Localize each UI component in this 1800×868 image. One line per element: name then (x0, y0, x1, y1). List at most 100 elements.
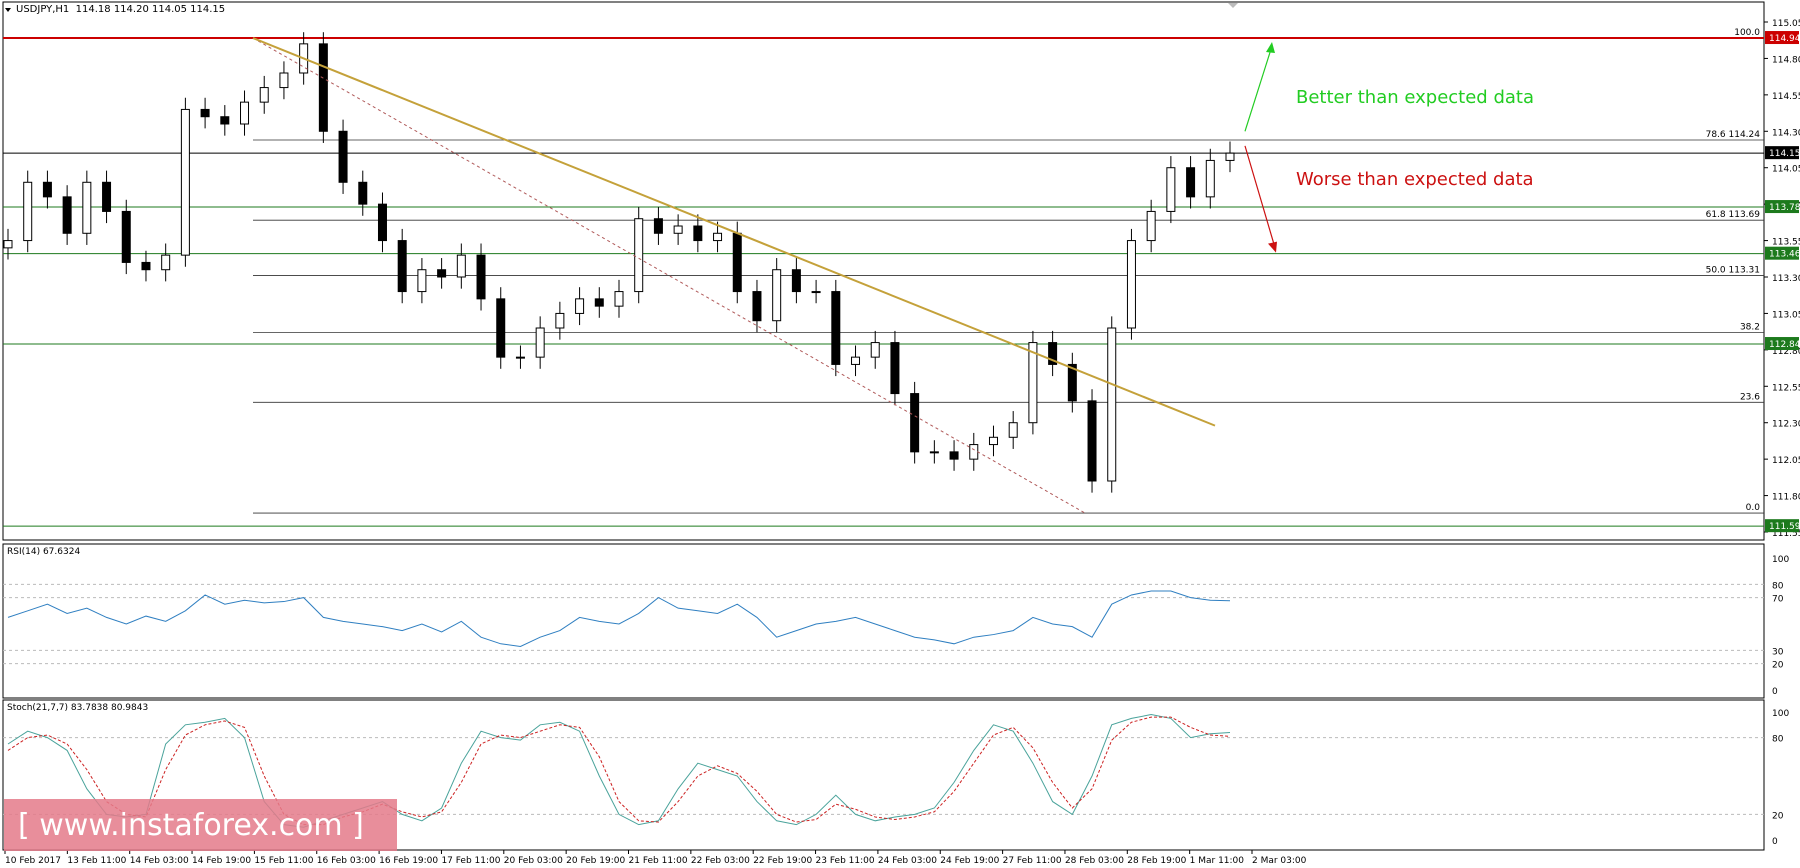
candle-body (614, 291, 624, 307)
candle-body (279, 72, 289, 89)
candle-body (910, 393, 920, 453)
price-tick-label: 115.05 (1772, 19, 1800, 29)
rsi-tick-label: 100 (1772, 555, 1789, 565)
candle-body (791, 269, 801, 293)
fib-level-label: 100.0 (1734, 28, 1760, 38)
price-tick-label: 112.30 (1772, 420, 1800, 430)
candle-body (3, 240, 13, 249)
stoch-main-line (7, 714, 1231, 828)
candle-body (555, 312, 565, 329)
price-tick-label: 114.30 (1772, 128, 1800, 138)
level-tag-label: 111.59 (1769, 522, 1800, 532)
stoch-tick-label: 0 (1772, 837, 1778, 847)
fib-level-label: 78.6 114.24 (1706, 130, 1761, 140)
candle-body (161, 254, 171, 271)
time-tick-label: 20 Feb 19:00 (566, 856, 625, 866)
candle-body (1166, 167, 1176, 212)
candle-body (220, 116, 230, 125)
level-tag-label: 114.94 (1769, 34, 1800, 44)
time-tick-label: 10 Feb 2017 (5, 856, 61, 866)
candle-body (456, 254, 466, 278)
candle-body (437, 269, 447, 278)
candle-body (693, 225, 703, 242)
level-tag (1765, 200, 1799, 214)
candle-body (1186, 167, 1196, 198)
candle-body (969, 444, 979, 460)
candle-body (358, 181, 368, 205)
candle-body (515, 356, 525, 359)
price-tick-label: 114.80 (1772, 55, 1800, 65)
candle-body (62, 196, 72, 234)
scroll-marker-icon (1228, 3, 1238, 8)
stoch-tick-label: 100 (1772, 709, 1789, 719)
time-tick-label: 15 Feb 11:00 (254, 856, 313, 866)
candle-body (1087, 400, 1097, 482)
candle-body (180, 108, 190, 256)
time-tick-label: 20 Feb 03:00 (504, 856, 563, 866)
level-tag (1765, 519, 1799, 533)
time-tick-label: 22 Feb 19:00 (753, 856, 812, 866)
level-tag-label: 114.15 (1769, 149, 1800, 159)
chart-header-label: USDJPY,H1 114.18 114.20 114.05 114.15 (16, 4, 226, 15)
candle-body (476, 254, 486, 300)
candle-body (752, 291, 762, 322)
candle-body (653, 218, 663, 234)
rsi-tick-label: 80 (1772, 581, 1784, 591)
time-tick-label: 23 Feb 11:00 (816, 856, 875, 866)
price-tick-label: 112.80 (1772, 347, 1800, 357)
worse-arrow-line (1244, 145, 1276, 248)
candle-body (535, 327, 545, 358)
candle-body (851, 356, 861, 365)
time-tick-label: 16 Feb 03:00 (317, 856, 376, 866)
fib-diagonal-line (252, 37, 1086, 514)
rsi-tick-label: 0 (1772, 687, 1778, 697)
price-tick-label: 114.55 (1772, 92, 1800, 102)
time-tick-label: 27 Feb 11:00 (1003, 856, 1062, 866)
candle-body (988, 436, 998, 446)
candle-body (929, 451, 939, 454)
level-tag (1765, 31, 1799, 45)
candle-body (417, 269, 427, 293)
candle-body (1225, 152, 1235, 161)
watermark-box (4, 799, 397, 851)
dropdown-arrow-icon (5, 8, 11, 12)
level-tag-label: 113.46 (1769, 250, 1800, 260)
candle-body (338, 130, 348, 183)
candle-body (870, 342, 880, 358)
candle-body (1008, 422, 1018, 438)
rsi-line (7, 590, 1231, 647)
price-tick-label: 112.55 (1772, 383, 1800, 393)
trendline (252, 37, 1216, 427)
stoch-panel-frame (2, 699, 1765, 851)
rsi-tick-label: 30 (1772, 647, 1784, 657)
candle-body (82, 181, 92, 234)
level-tag (1765, 337, 1799, 351)
time-tick-label: 28 Feb 03:00 (1065, 856, 1124, 866)
price-tick-label: 113.55 (1772, 238, 1800, 248)
candle-body (575, 298, 585, 314)
candle-body (890, 342, 900, 395)
candle-body (259, 87, 269, 103)
price-tick-label: 111.80 (1772, 493, 1800, 503)
price-tick-label: 112.05 (1772, 456, 1800, 466)
fib-level-label: 61.8 113.69 (1706, 210, 1761, 220)
candle-body (240, 101, 250, 125)
level-tag (1765, 246, 1799, 260)
better-arrow-head-icon (1266, 42, 1275, 54)
level-tag (1765, 146, 1799, 160)
candle-body (634, 218, 644, 293)
candle-body (397, 240, 407, 293)
candle-body (496, 298, 506, 358)
candle-body (200, 108, 210, 118)
time-tick-label: 28 Feb 19:00 (1127, 856, 1186, 866)
time-tick-label: 14 Feb 19:00 (192, 856, 251, 866)
level-tag-label: 113.78 (1769, 203, 1800, 213)
better-annotation: Better than expected data (1296, 87, 1534, 108)
time-tick-label: 13 Feb 11:00 (67, 856, 126, 866)
time-tick-label: 24 Feb 03:00 (878, 856, 937, 866)
candle-body (318, 43, 328, 132)
rsi-panel-frame (2, 543, 1765, 699)
price-tick-label: 113.05 (1772, 310, 1800, 320)
time-tick-label: 17 Feb 11:00 (441, 856, 500, 866)
